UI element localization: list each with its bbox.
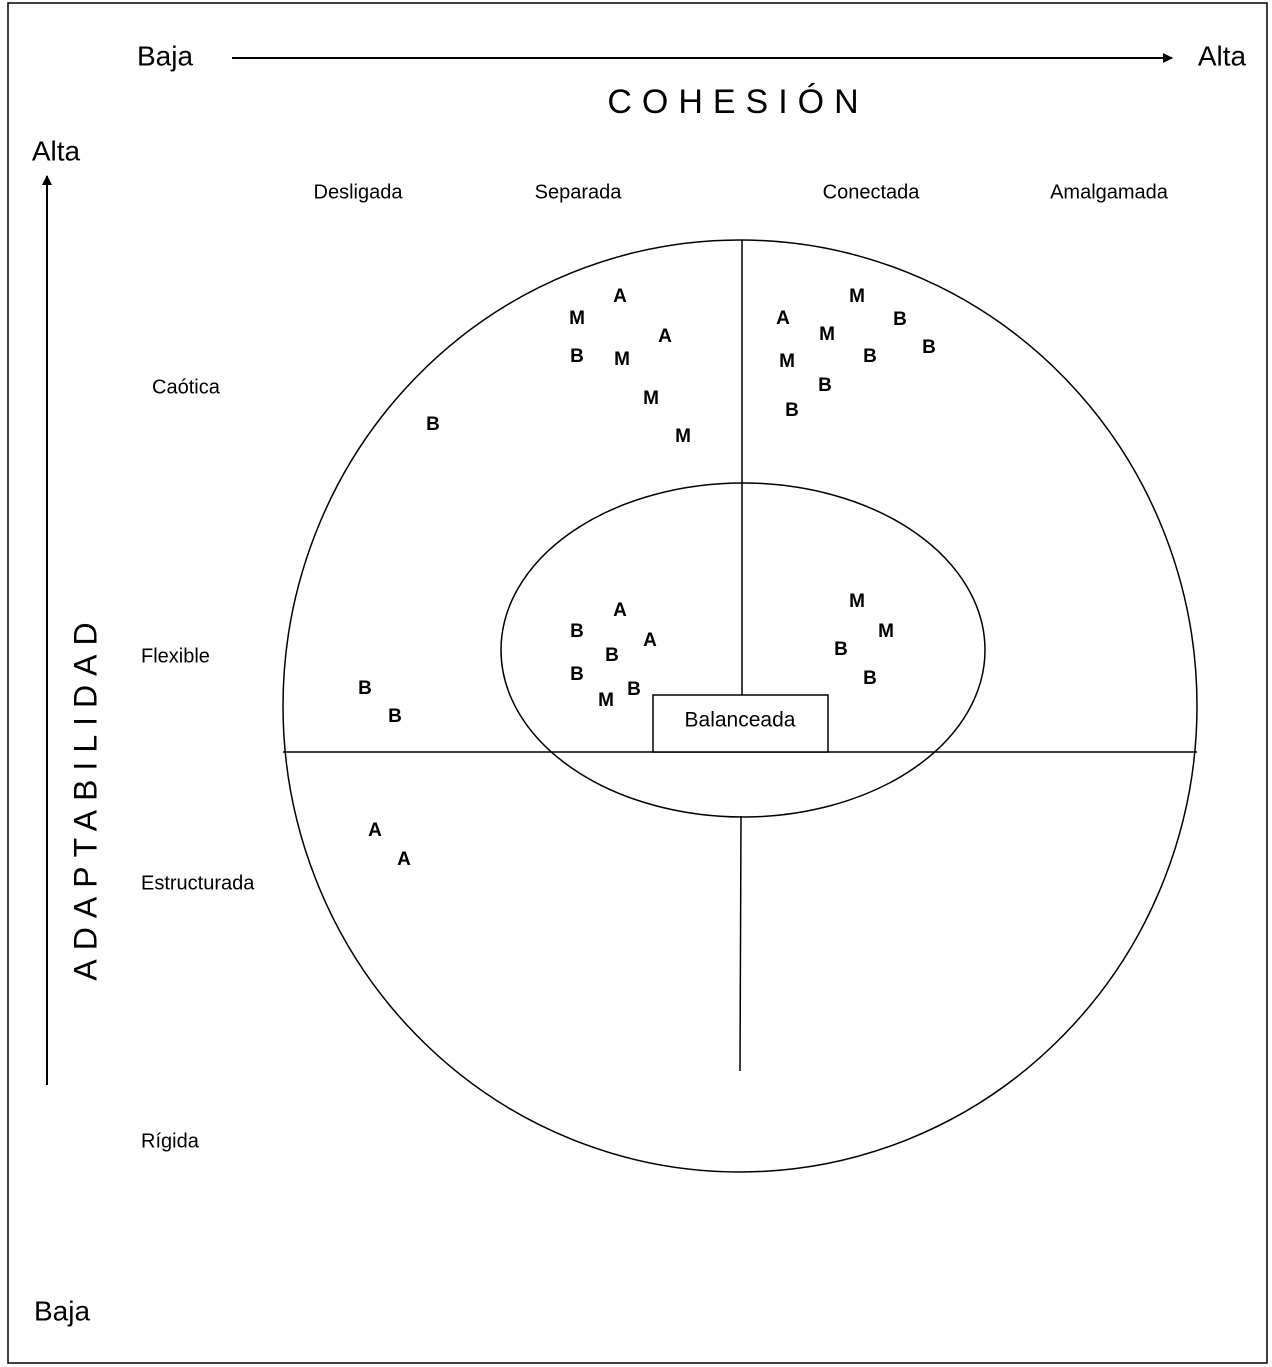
point-label: B bbox=[605, 645, 619, 666]
adaptability-level: Flexible bbox=[141, 645, 210, 667]
point-label: M bbox=[675, 426, 691, 447]
cohesion-level: Conectada bbox=[823, 181, 921, 203]
point-label: B bbox=[922, 337, 936, 358]
point-label: A bbox=[368, 820, 382, 841]
point-label: M bbox=[819, 324, 835, 345]
point-label: B bbox=[426, 414, 440, 435]
point-label: B bbox=[627, 679, 641, 700]
point-label: A bbox=[658, 326, 672, 347]
cohesion-title: COHESIÓN bbox=[607, 83, 868, 121]
point-label: M bbox=[598, 690, 614, 711]
inner-ellipse bbox=[500, 482, 986, 818]
point-label: M bbox=[643, 388, 659, 409]
point-label: B bbox=[863, 668, 877, 689]
point-label: B bbox=[785, 400, 799, 421]
point-label: M bbox=[779, 351, 795, 372]
cohesion-level: Amalgamada bbox=[1050, 181, 1169, 203]
adaptability-level: Estructurada bbox=[141, 872, 255, 894]
point-label: B bbox=[818, 375, 832, 396]
point-label: M bbox=[569, 308, 585, 329]
point-label: B bbox=[893, 309, 907, 330]
cohesion-level: Desligada bbox=[314, 181, 404, 203]
divider bbox=[739, 815, 742, 1072]
adaptability-level: Caótica bbox=[152, 376, 221, 398]
cohesion-high: Alta bbox=[1198, 40, 1247, 71]
cohesion-level: Separada bbox=[535, 181, 623, 203]
point-label: M bbox=[849, 286, 865, 307]
adaptability-level: Rígida bbox=[141, 1130, 200, 1152]
outer-ellipse bbox=[282, 239, 1198, 1173]
point-label: M bbox=[849, 591, 865, 612]
point-label: A bbox=[643, 630, 657, 651]
cohesion-low: Baja bbox=[137, 40, 193, 71]
point-label: B bbox=[570, 621, 584, 642]
point-label: M bbox=[878, 621, 894, 642]
point-label: M bbox=[614, 349, 630, 370]
point-label: A bbox=[776, 308, 790, 329]
center-box bbox=[652, 694, 829, 753]
point-label: B bbox=[834, 639, 848, 660]
point-label: B bbox=[388, 706, 402, 727]
point-label: A bbox=[613, 286, 627, 307]
adaptability-title: ADAPTABILIDAD bbox=[67, 613, 103, 980]
point-label: A bbox=[397, 849, 411, 870]
point-label: B bbox=[570, 664, 584, 685]
center-label: Balanceada bbox=[685, 709, 796, 732]
adaptability-high: Alta bbox=[32, 135, 81, 166]
point-label: A bbox=[613, 600, 627, 621]
frame bbox=[7, 2, 1268, 1364]
point-label: B bbox=[358, 678, 372, 699]
point-label: B bbox=[570, 346, 584, 367]
adaptability-low: Baja bbox=[34, 1295, 90, 1326]
point-label: B bbox=[863, 346, 877, 367]
